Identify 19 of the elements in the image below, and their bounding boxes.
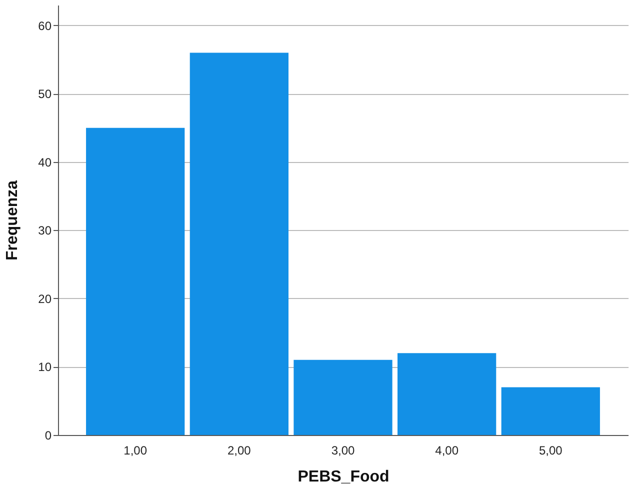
x-tick-label: 4,00 <box>435 444 459 458</box>
x-axis-title: PEBS_Food <box>298 468 390 486</box>
bar <box>86 128 185 435</box>
bar <box>190 52 288 435</box>
y-tick-label: 30 <box>38 224 52 238</box>
y-tick-label: 10 <box>38 360 52 374</box>
y-tick-label: 0 <box>44 428 52 442</box>
bar <box>501 387 600 435</box>
bar <box>398 353 496 435</box>
x-tick-label: 5,00 <box>538 444 563 458</box>
x-tick-label: 3,00 <box>331 444 355 458</box>
x-tick-label: 2,00 <box>227 444 252 458</box>
bar <box>294 360 392 435</box>
y-tick-label: 40 <box>38 155 52 170</box>
y-tick-label: 20 <box>38 292 52 306</box>
y-tick-label: 50 <box>38 87 52 102</box>
y-tick-label: 60 <box>38 18 52 33</box>
y-axis-title: Frequenza <box>4 180 22 261</box>
x-tick-label: 1,00 <box>124 444 148 458</box>
